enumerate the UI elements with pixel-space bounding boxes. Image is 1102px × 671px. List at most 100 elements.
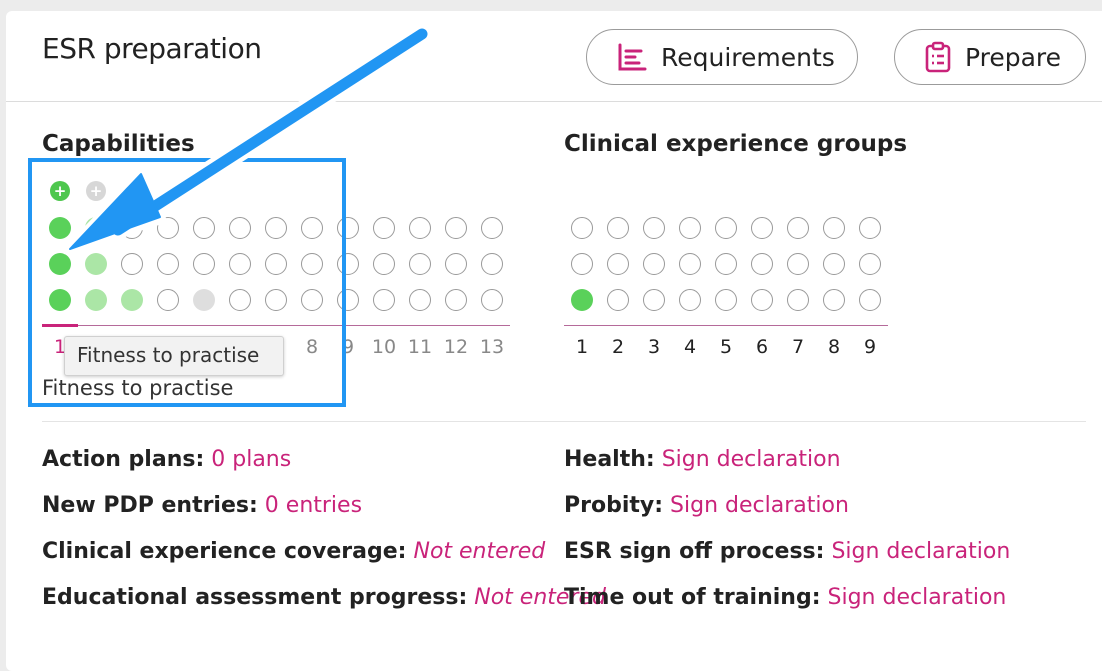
bar-chart-icon	[617, 43, 647, 71]
declaration-value-link[interactable]: Sign declaration	[670, 493, 849, 518]
capabilities-dot-r1-c8[interactable]	[301, 217, 323, 239]
capabilities-dot-r3-c2[interactable]	[85, 289, 107, 311]
clinical-column-label-5[interactable]: 5	[719, 336, 733, 358]
capabilities-dot-r3-c12[interactable]	[445, 289, 467, 311]
declaration-label: ESR sign off process:	[564, 539, 825, 564]
declaration-label: Time out of training:	[564, 585, 821, 610]
capabilities-dot-r2-c13[interactable]	[481, 253, 503, 275]
capabilities-dot-r1-c6[interactable]	[229, 217, 251, 239]
capabilities-dot-r2-c5[interactable]	[193, 253, 215, 275]
capabilities-dot-r1-c1[interactable]	[49, 217, 71, 239]
clinical-column-label-1[interactable]: 1	[575, 336, 589, 358]
capabilities-dot-r1-c5[interactable]	[193, 217, 215, 239]
capabilities-dot-r1-c12[interactable]	[445, 217, 467, 239]
clinical-column-label-4[interactable]: 4	[683, 336, 697, 358]
clinical-dot-r1-c6[interactable]	[751, 217, 773, 239]
declaration-value-link[interactable]: Sign declaration	[831, 539, 1011, 564]
clinical-dot-r1-c3[interactable]	[643, 217, 665, 239]
declaration-row: Time out of training: Sign declaration	[564, 585, 1006, 610]
capabilities-dot-r1-c7[interactable]	[265, 217, 287, 239]
capabilities-dot-r2-c8[interactable]	[301, 253, 323, 275]
capabilities-dot-r3-c8[interactable]	[301, 289, 323, 311]
clinical-dot-r3-c7[interactable]	[787, 289, 809, 311]
clinical-dot-r2-c7[interactable]	[787, 253, 809, 275]
capabilities-dot-r2-c10[interactable]	[373, 253, 395, 275]
capabilities-dot-r2-c3[interactable]	[121, 253, 143, 275]
declaration-value-link[interactable]: Sign declaration	[827, 585, 1007, 610]
add-capability-plus-icon[interactable]: +	[50, 181, 70, 201]
capabilities-dot-r2-c4[interactable]	[157, 253, 179, 275]
capabilities-dot-r3-c13[interactable]	[481, 289, 503, 311]
header-divider	[6, 101, 1102, 102]
capabilities-column-label-11[interactable]: 11	[407, 336, 433, 358]
clinical-dot-r3-c1[interactable]	[571, 289, 593, 311]
summary-row: Clinical experience coverage: Not entere…	[42, 539, 545, 564]
summary-value-link[interactable]: 0 plans	[211, 447, 292, 472]
clinical-dot-r1-c4[interactable]	[679, 217, 701, 239]
capability-tooltip: Fitness to practise	[64, 336, 284, 376]
capabilities-column-label-1[interactable]: 1	[53, 336, 67, 358]
capabilities-column-label-12[interactable]: 12	[443, 336, 469, 358]
capabilities-dot-r3-c5[interactable]	[193, 289, 215, 311]
clinical-dot-r1-c8[interactable]	[823, 217, 845, 239]
capabilities-dot-r3-c4[interactable]	[157, 289, 179, 311]
summary-label: Action plans:	[42, 447, 205, 472]
capabilities-column-label-10[interactable]: 10	[371, 336, 397, 358]
clinical-dot-r1-c7[interactable]	[787, 217, 809, 239]
annotation-arrow	[69, 28, 428, 250]
capabilities-axis-line	[42, 325, 510, 326]
add-capability-disabled-plus-icon: +	[86, 181, 106, 201]
prepare-button[interactable]: Prepare	[894, 29, 1086, 85]
summary-value-link[interactable]: 0 entries	[264, 493, 363, 518]
requirements-button[interactable]: Requirements	[586, 29, 858, 85]
clinical-dot-r3-c2[interactable]	[607, 289, 629, 311]
capabilities-dot-r2-c12[interactable]	[445, 253, 467, 275]
clinical-dot-r1-c1[interactable]	[571, 217, 593, 239]
capabilities-dot-r3-c1[interactable]	[49, 289, 71, 311]
clinical-column-label-6[interactable]: 6	[755, 336, 769, 358]
clinical-dot-r3-c8[interactable]	[823, 289, 845, 311]
annotation-highlight-box	[28, 158, 346, 407]
clinical-dot-r3-c4[interactable]	[679, 289, 701, 311]
declaration-label: Health:	[564, 447, 655, 472]
capabilities-dot-r1-c13[interactable]	[481, 217, 503, 239]
summary-value-link[interactable]: Not entered	[474, 585, 606, 610]
clinical-dot-r2-c2[interactable]	[607, 253, 629, 275]
clinical-column-label-7[interactable]: 7	[791, 336, 805, 358]
clinical-dot-r1-c5[interactable]	[715, 217, 737, 239]
capabilities-dot-r3-c10[interactable]	[373, 289, 395, 311]
clinical-column-label-8[interactable]: 8	[827, 336, 841, 358]
clinical-dot-r3-c3[interactable]	[643, 289, 665, 311]
capabilities-dot-r2-c11[interactable]	[409, 253, 431, 275]
clinical-dot-r2-c3[interactable]	[643, 253, 665, 275]
clinical-dot-r1-c2[interactable]	[607, 217, 629, 239]
clinical-dot-r3-c9[interactable]	[859, 289, 881, 311]
clinical-dot-r2-c5[interactable]	[715, 253, 737, 275]
capabilities-dot-r3-c7[interactable]	[265, 289, 287, 311]
capabilities-dot-r3-c3[interactable]	[121, 289, 143, 311]
clinical-dot-r3-c6[interactable]	[751, 289, 773, 311]
capabilities-dot-r3-c11[interactable]	[409, 289, 431, 311]
clinical-column-label-2[interactable]: 2	[611, 336, 625, 358]
clinical-dot-r2-c9[interactable]	[859, 253, 881, 275]
capabilities-dot-r3-c6[interactable]	[229, 289, 251, 311]
capabilities-dot-r1-c10[interactable]	[373, 217, 395, 239]
capabilities-dot-r2-c2[interactable]	[85, 253, 107, 275]
clinical-dot-r2-c4[interactable]	[679, 253, 701, 275]
declaration-value-link[interactable]: Sign declaration	[661, 447, 841, 472]
capabilities-column-label-8[interactable]: 8	[305, 336, 319, 358]
clinical-dot-r1-c9[interactable]	[859, 217, 881, 239]
capabilities-dot-r2-c7[interactable]	[265, 253, 287, 275]
capabilities-dot-r1-c11[interactable]	[409, 217, 431, 239]
section-divider	[42, 421, 1086, 422]
capabilities-column-label-13[interactable]: 13	[479, 336, 505, 358]
clinical-dot-r2-c6[interactable]	[751, 253, 773, 275]
summary-value-link[interactable]: Not entered	[413, 539, 546, 564]
clinical-column-label-3[interactable]: 3	[647, 336, 661, 358]
capabilities-dot-r2-c6[interactable]	[229, 253, 251, 275]
clinical-dot-r3-c5[interactable]	[715, 289, 737, 311]
capabilities-dot-r2-c1[interactable]	[49, 253, 71, 275]
clinical-dot-r2-c1[interactable]	[571, 253, 593, 275]
clinical-column-label-9[interactable]: 9	[863, 336, 877, 358]
clinical-dot-r2-c8[interactable]	[823, 253, 845, 275]
